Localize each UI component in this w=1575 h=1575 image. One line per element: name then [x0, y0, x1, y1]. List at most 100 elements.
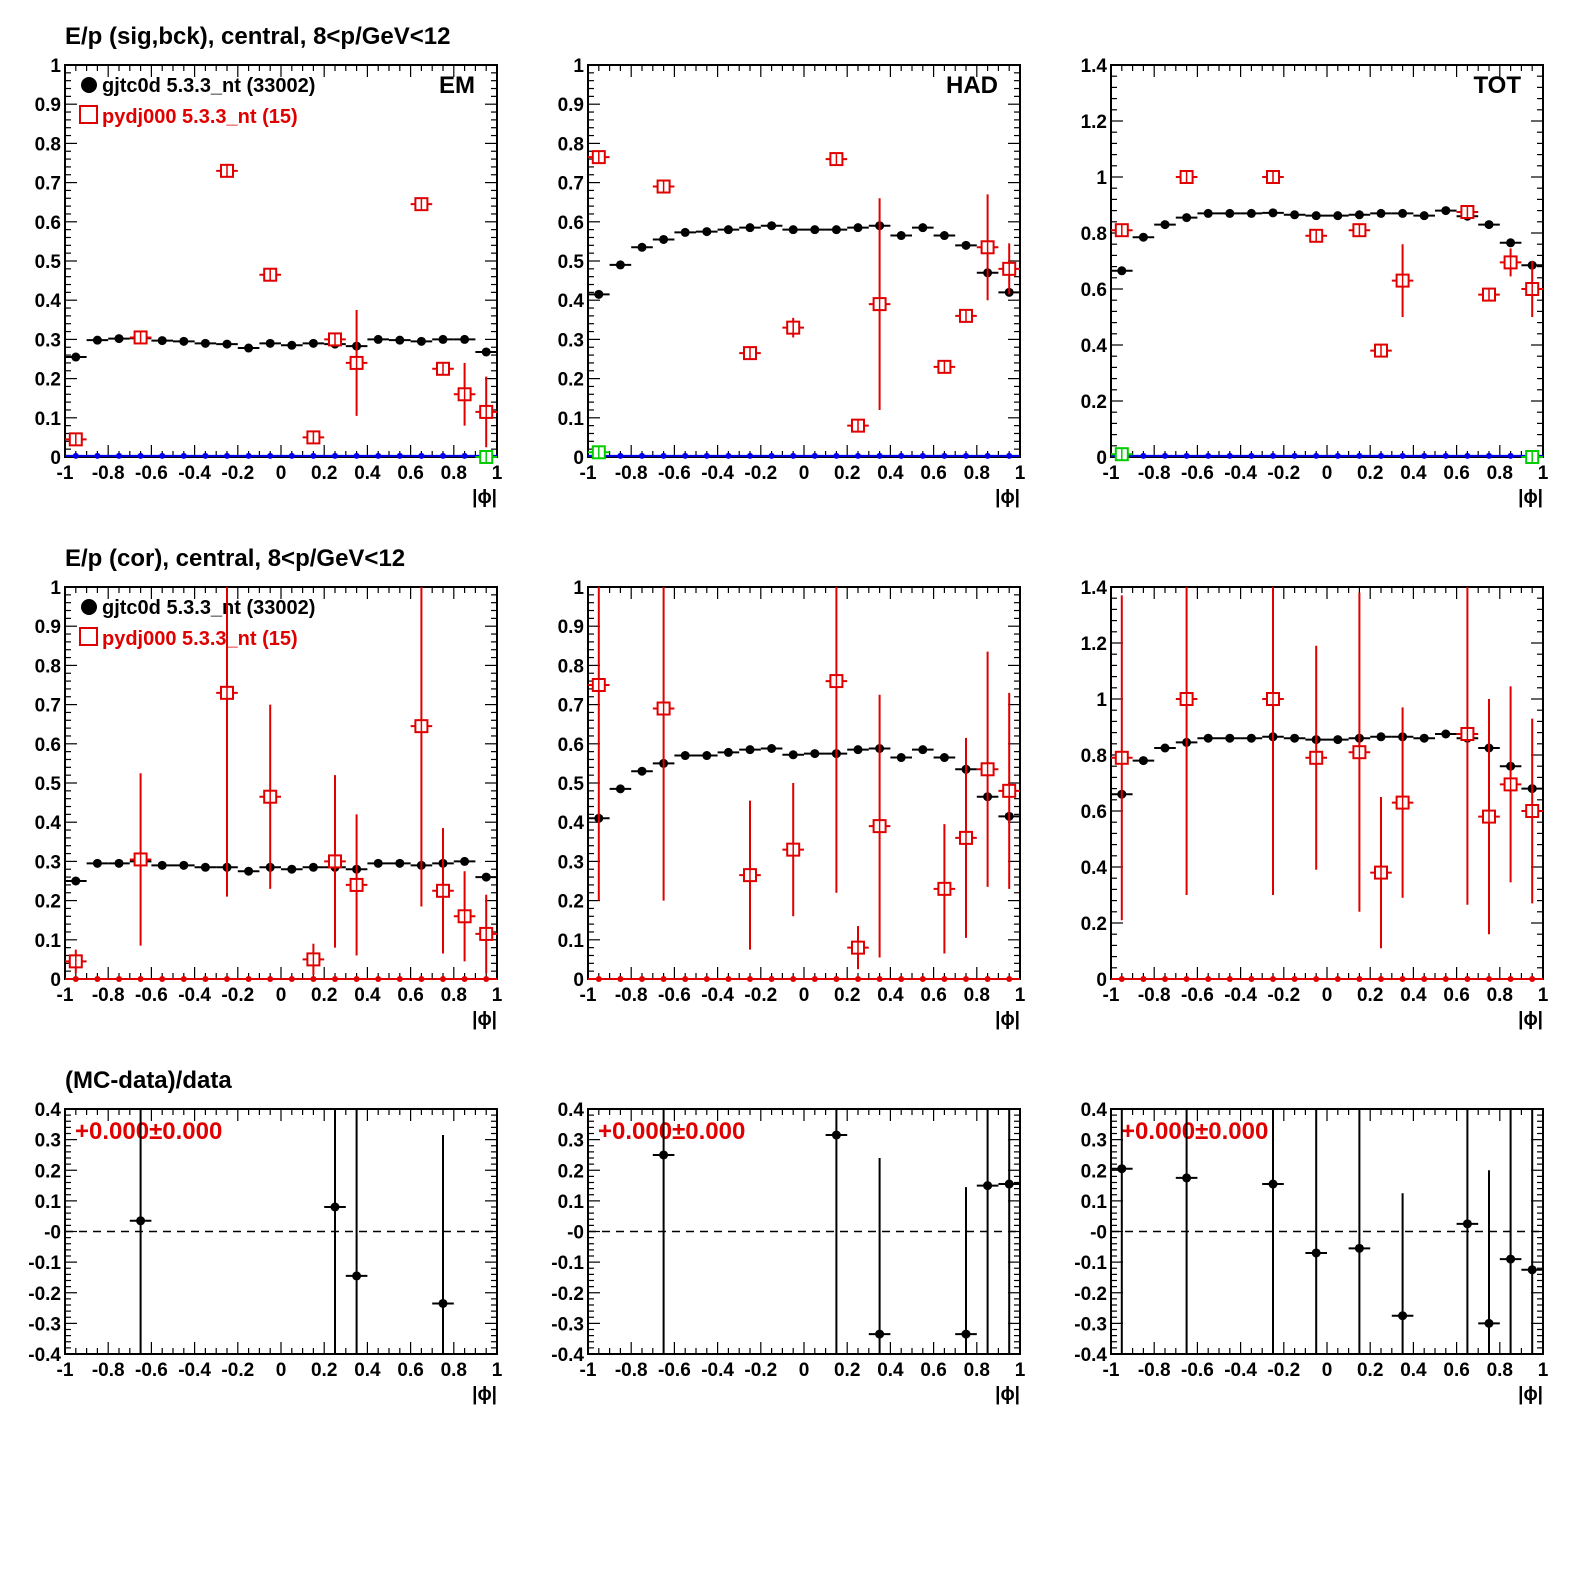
data-point [876, 976, 883, 982]
y-tick-label: 1.2 [1081, 112, 1107, 133]
data-point [1183, 452, 1190, 459]
data-point [1507, 452, 1514, 459]
x-tick-label: -1 [57, 463, 74, 484]
data-point [1225, 733, 1235, 743]
x-axis-label: |ϕ| [1518, 1384, 1543, 1405]
series-2 [1111, 976, 1543, 982]
data-point [1441, 206, 1451, 216]
data-point [918, 223, 928, 233]
data-point [179, 860, 189, 870]
x-tick-label: 0.8 [964, 1360, 990, 1381]
x-tick-label: 1 [1538, 985, 1549, 1006]
data-point [396, 452, 403, 459]
y-tick-label: 0.1 [558, 931, 585, 952]
data-point [1182, 213, 1192, 223]
data-point [984, 452, 991, 459]
y-tick-label: 0.1 [35, 931, 62, 952]
y-tick-label: 0 [573, 448, 584, 469]
y-tick-label: 0.2 [558, 370, 584, 391]
data-point [831, 1130, 841, 1140]
x-tick-label: 0.8 [964, 463, 990, 484]
data-point [811, 452, 818, 459]
data-point [1006, 976, 1013, 982]
y-tick-label: 0.2 [35, 1161, 61, 1182]
x-tick-label: 0.2 [311, 985, 337, 1006]
legend-mc-label: pydj000 5.3.3_nt (15) [102, 628, 298, 650]
x-tick-label: 0.6 [920, 463, 946, 484]
data-point [810, 749, 820, 759]
data-point [963, 452, 969, 459]
data-point [831, 225, 841, 235]
x-tick-label: -0.6 [1181, 985, 1214, 1006]
series-2 [65, 452, 497, 459]
x-tick-label: -1 [580, 463, 597, 484]
data-point [1462, 1219, 1472, 1229]
y-tick-label: 0.4 [1081, 1100, 1108, 1121]
x-tick-label: 0.8 [441, 985, 467, 1006]
x-tick-label: 0 [799, 1360, 810, 1381]
y-tick-label: -0.4 [1074, 1345, 1107, 1366]
row-title-ratio: (MC-data)/data [65, 1067, 232, 1094]
data-point [94, 976, 101, 982]
data-point [1203, 208, 1213, 218]
data-point [1246, 733, 1256, 743]
data-point [92, 335, 102, 345]
y-tick-label: 0.1 [35, 409, 62, 430]
y-tick-label: 1 [573, 56, 584, 77]
y-tick-label: 0.1 [1081, 1192, 1108, 1213]
legend-data-label: gjtc0d 5.3.3_nt (33002) [102, 597, 315, 619]
data-point [833, 452, 840, 459]
y-tick-label: 0.8 [1081, 746, 1107, 767]
data-point [876, 452, 883, 459]
y-tick-label: -0 [567, 1223, 584, 1244]
data-point [116, 976, 122, 982]
data-point [702, 227, 712, 237]
y-tick-label: 1.2 [1081, 634, 1107, 655]
x-tick-label: -1 [580, 985, 597, 1006]
x-tick-label: 0.2 [834, 1360, 860, 1381]
x-tick-label: 0.2 [1357, 985, 1383, 1006]
data-point [72, 976, 79, 982]
data-point [639, 452, 645, 459]
y-tick-label: 0.3 [35, 852, 61, 873]
x-tick-label: -0.4 [701, 985, 734, 1006]
x-tick-label: 0.4 [354, 463, 381, 484]
data-point [180, 976, 187, 982]
x-tick-label: 0.6 [397, 985, 423, 1006]
x-tick-label: -0.6 [658, 463, 691, 484]
data-point [595, 976, 602, 982]
y-tick-label: 0.3 [558, 852, 584, 873]
data-point [725, 976, 732, 982]
data-point [395, 858, 405, 868]
legend-mc-marker [79, 105, 98, 124]
data-point [768, 976, 775, 982]
y-tick-label: 1.4 [1081, 56, 1108, 77]
y-tick-label: 0.2 [1081, 914, 1107, 935]
x-axis-label: |ϕ| [1518, 487, 1543, 508]
y-tick-label: 0.6 [35, 213, 61, 234]
data-point [745, 745, 755, 755]
data-point [1205, 976, 1212, 982]
data-point [137, 452, 144, 459]
x-tick-label: -0.4 [1224, 463, 1257, 484]
data-point [1441, 729, 1451, 739]
data-point [767, 744, 777, 754]
data-point [1506, 238, 1516, 248]
data-point [1006, 452, 1013, 459]
panel-cor-had: -1 -0.8 -0.6 -0.4 -0.2 0 0.2 0.4 0.6 0.8 1 0 0.1 0.2 0… [558, 578, 1026, 1030]
x-tick-label: 0 [276, 463, 287, 484]
series-0 [65, 856, 497, 886]
data-point [332, 976, 338, 982]
plot-frame [1110, 586, 1544, 980]
x-tick-label: -0.8 [1138, 1360, 1171, 1381]
data-point [116, 452, 122, 459]
x-tick-label: 0.4 [1400, 463, 1427, 484]
data-point [919, 976, 926, 982]
y-tick-label: -0.2 [551, 1284, 584, 1305]
data-point [438, 334, 448, 344]
data-point [790, 976, 797, 982]
x-tick-label: -0.8 [615, 463, 648, 484]
series-0 [1111, 729, 1543, 799]
x-tick-label: -0.8 [1138, 463, 1171, 484]
data-point [71, 352, 81, 362]
